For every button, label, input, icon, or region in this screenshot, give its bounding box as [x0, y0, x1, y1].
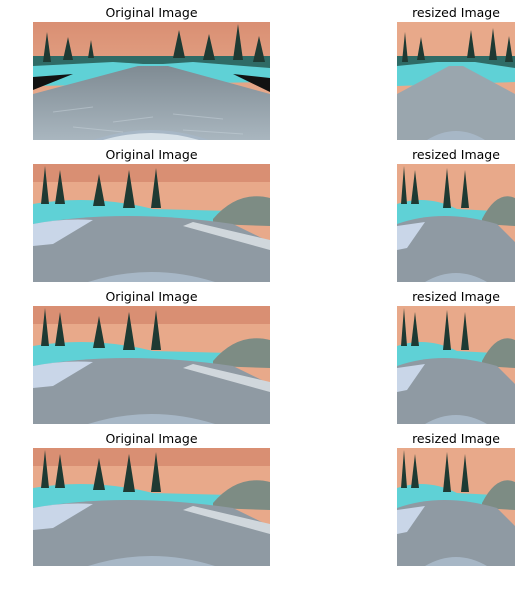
right-title-2: resized Image: [412, 147, 500, 162]
resized-image-3: [397, 306, 515, 424]
original-image-2: [33, 164, 270, 282]
left-title-4: Original Image: [105, 431, 198, 446]
original-image-4: [33, 448, 270, 566]
resized-image-1: [397, 22, 515, 140]
resized-image-2: [397, 164, 515, 282]
original-image-1: [33, 22, 270, 140]
right-title-3: resized Image: [412, 289, 500, 304]
right-title-4: resized Image: [412, 431, 500, 446]
right-title-1: resized Image: [412, 5, 500, 20]
original-image-3: [33, 306, 270, 424]
left-title-1: Original Image: [105, 5, 198, 20]
left-title-3: Original Image: [105, 289, 198, 304]
resized-image-4: [397, 448, 515, 566]
left-title-2: Original Image: [105, 147, 198, 162]
